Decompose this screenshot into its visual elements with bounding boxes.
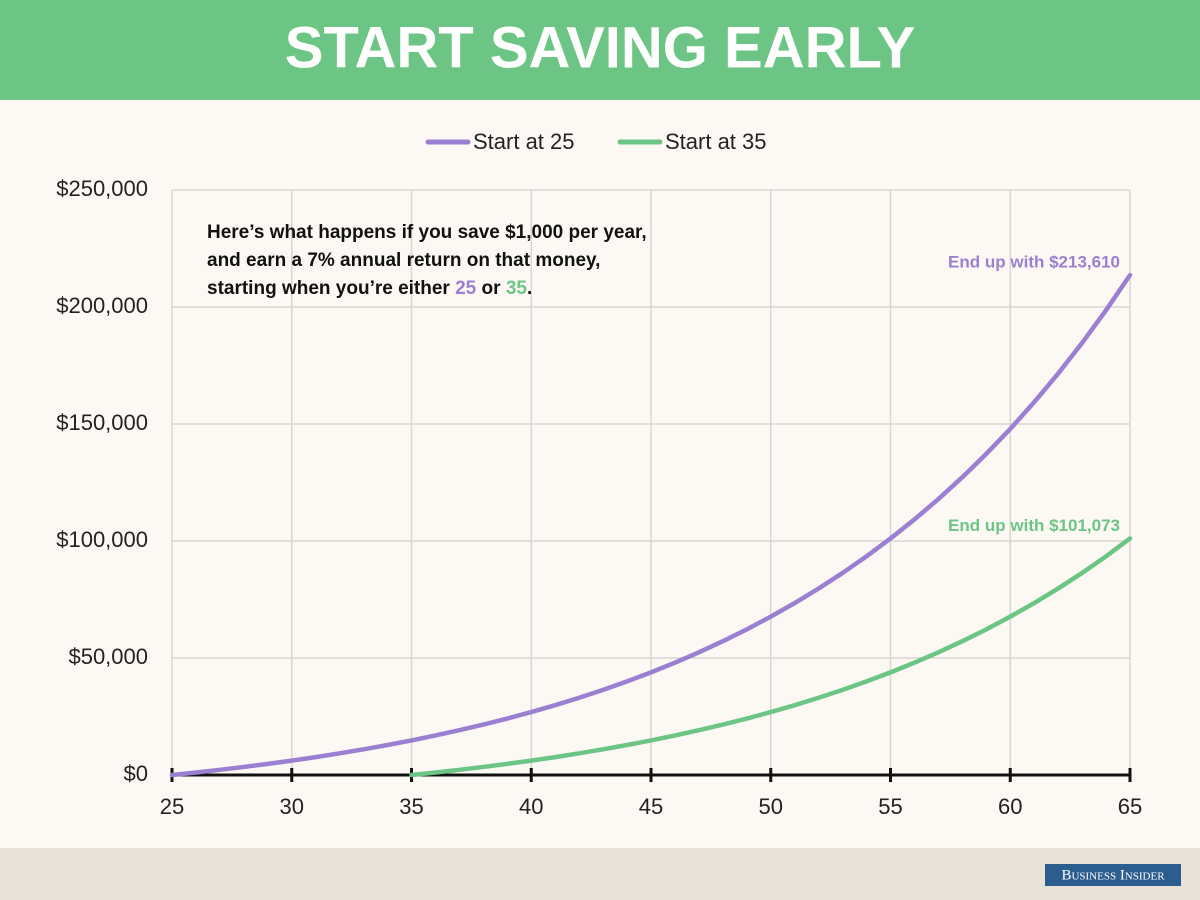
annotation-text: Here’s what happens if you save $1,000 p… <box>207 222 647 243</box>
x-tick-label: 55 <box>878 794 902 819</box>
annotation-line: Here’s what happens if you save $1,000 p… <box>207 219 647 247</box>
series-line <box>169 272 1133 778</box>
series-line <box>409 536 1133 778</box>
source: Business Insider <box>1061 867 1165 883</box>
chart-title: START SAVING EARLY <box>285 15 916 80</box>
y-tick-label: $100,000 <box>56 527 148 552</box>
y-tick-label: $50,000 <box>68 644 148 669</box>
annotation-line: and earn a 7% annual return on that mone… <box>207 247 647 275</box>
annotation: Here’s what happens if you save $1,000 p… <box>207 219 647 303</box>
legend-label: Start at 25 <box>473 129 575 154</box>
x-tick-label: 35 <box>399 794 423 819</box>
annotation-text: and earn a 7% annual return on that mone… <box>207 250 601 271</box>
annotation-text: starting when you’re either <box>207 278 456 299</box>
footer-band <box>0 848 1200 900</box>
end-label: End up with $101,073 <box>948 516 1120 535</box>
annotation-line: starting when you’re either 25 or 35. <box>207 275 647 303</box>
header-band <box>0 0 1200 100</box>
y-tick-label: $0 <box>124 761 148 786</box>
x-tick-label: 40 <box>519 794 543 819</box>
legend-label: Start at 35 <box>665 129 767 154</box>
end-label: End up with $213,610 <box>948 253 1120 272</box>
x-tick-label: 50 <box>759 794 783 819</box>
annotation-text: 35 <box>505 278 527 299</box>
annotation-text: . <box>526 278 533 299</box>
annotation-text: or <box>476 278 506 299</box>
source-badge <box>1045 864 1181 886</box>
y-tick-label: $150,000 <box>56 410 148 435</box>
annotation-text: 25 <box>455 278 477 299</box>
x-tick-label: 65 <box>1118 794 1142 819</box>
y-tick-label: $250,000 <box>56 176 148 201</box>
y-tick-label: $200,000 <box>56 293 148 318</box>
x-tick-label: 60 <box>998 794 1022 819</box>
x-tick-label: 30 <box>280 794 304 819</box>
x-tick-label: 45 <box>639 794 663 819</box>
x-tick-label: 25 <box>160 794 184 819</box>
